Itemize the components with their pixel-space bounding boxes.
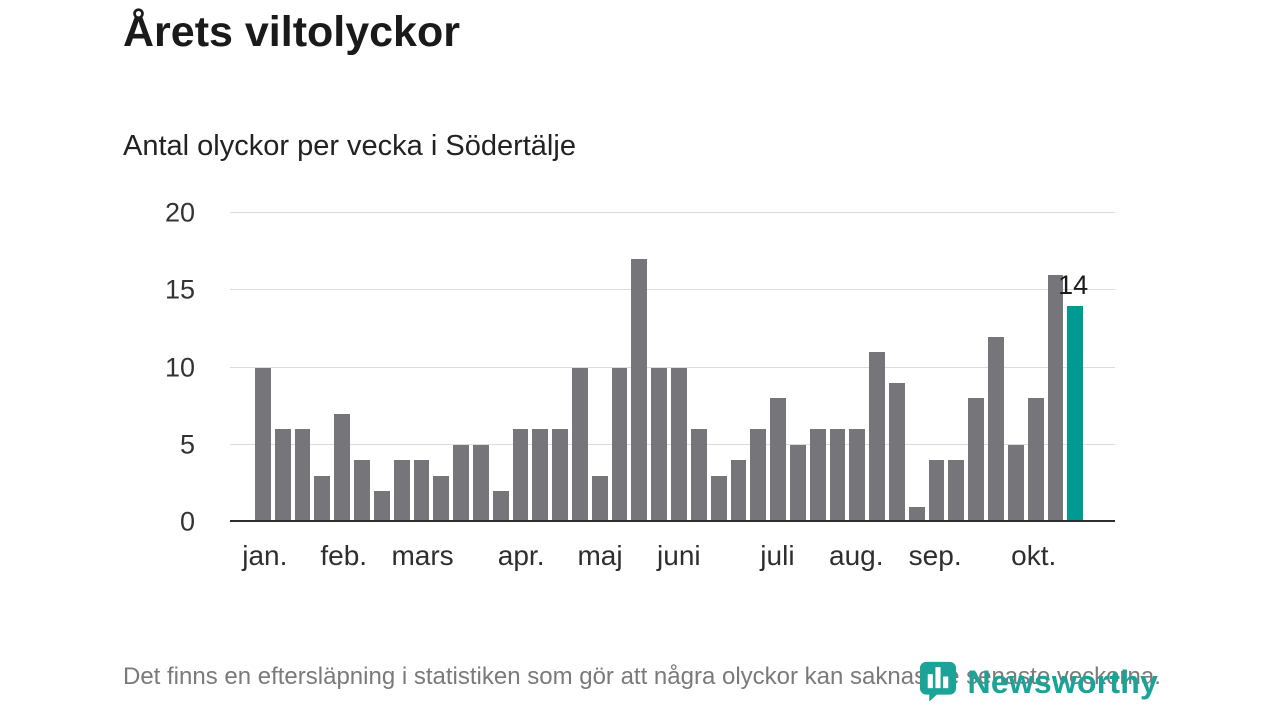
bar	[789, 444, 806, 522]
bar	[1047, 274, 1064, 522]
gridline	[230, 289, 1115, 291]
page-title: Årets viltolyckor	[123, 8, 460, 56]
bar	[948, 460, 965, 522]
footnote: Det finns en eftersläpning i statistiken…	[123, 663, 1161, 690]
bar	[334, 413, 351, 522]
bar	[988, 336, 1004, 522]
chart-subtitle: Antal olyckor per vecka i Södertälje	[123, 130, 576, 162]
bar	[532, 429, 549, 522]
bars-layer: 14	[255, 213, 1088, 522]
bar	[492, 491, 509, 522]
month-label: feb.	[320, 540, 368, 571]
bar	[671, 367, 687, 522]
bar	[809, 429, 826, 522]
bar	[928, 460, 945, 522]
y-axis-tick-label: 20	[164, 197, 195, 228]
bar	[611, 367, 628, 522]
month-label: sep.	[908, 540, 962, 571]
month-label: maj	[577, 540, 623, 571]
bar	[354, 460, 370, 522]
bar	[591, 475, 608, 522]
bar	[849, 429, 866, 522]
highlighted-bar	[1067, 305, 1084, 522]
newsworthy-logo-text: Newsworthy	[967, 664, 1158, 700]
bar	[274, 429, 291, 522]
bar	[393, 460, 410, 522]
month-label: mars	[391, 540, 454, 571]
bar	[631, 259, 648, 522]
gridline	[230, 212, 1115, 213]
bar	[314, 475, 331, 522]
y-axis-tick-label: 10	[164, 352, 195, 382]
bar	[750, 429, 767, 522]
month-label: apr.	[497, 540, 545, 571]
month-label: okt.	[1011, 540, 1057, 571]
gridline	[230, 366, 1115, 368]
month-label: jan.	[242, 540, 288, 571]
y-axis-tick-label: 0	[179, 506, 195, 537]
bar	[294, 429, 311, 522]
bar	[512, 429, 529, 522]
bar	[651, 367, 668, 522]
plot-area: 14	[230, 212, 1115, 522]
bar	[472, 444, 489, 522]
bar	[770, 398, 786, 522]
bar	[552, 429, 568, 522]
bar	[710, 475, 727, 522]
bar	[829, 429, 846, 522]
x-axis-line	[230, 520, 1115, 522]
y-axis-labels: 0 5 10 15 20	[110, 199, 205, 535]
bar	[255, 367, 271, 522]
bar	[908, 506, 925, 522]
newsworthy-logo: Newsworthy	[917, 659, 1158, 706]
bar	[453, 444, 469, 522]
month-label: juli	[760, 540, 795, 571]
bar	[433, 475, 450, 522]
y-axis-tick-label: 5	[179, 429, 195, 460]
bar	[572, 367, 588, 522]
y-axis-tick-label: 15	[164, 274, 195, 305]
newsworthy-logo-icon	[917, 659, 959, 706]
bar	[413, 460, 430, 522]
bar	[869, 352, 885, 522]
bar	[968, 398, 985, 522]
month-label: juni	[657, 540, 701, 571]
bar	[1007, 444, 1024, 522]
value-annotation: 14	[1058, 270, 1089, 301]
bar	[1027, 398, 1044, 522]
bar	[690, 429, 707, 522]
x-axis-labels: jan. feb. mars apr. maj juni juli aug. sep. okt.	[242, 540, 1083, 576]
bar	[373, 491, 390, 522]
bar	[730, 460, 747, 522]
bar	[889, 382, 905, 522]
month-label: aug.	[829, 540, 884, 571]
